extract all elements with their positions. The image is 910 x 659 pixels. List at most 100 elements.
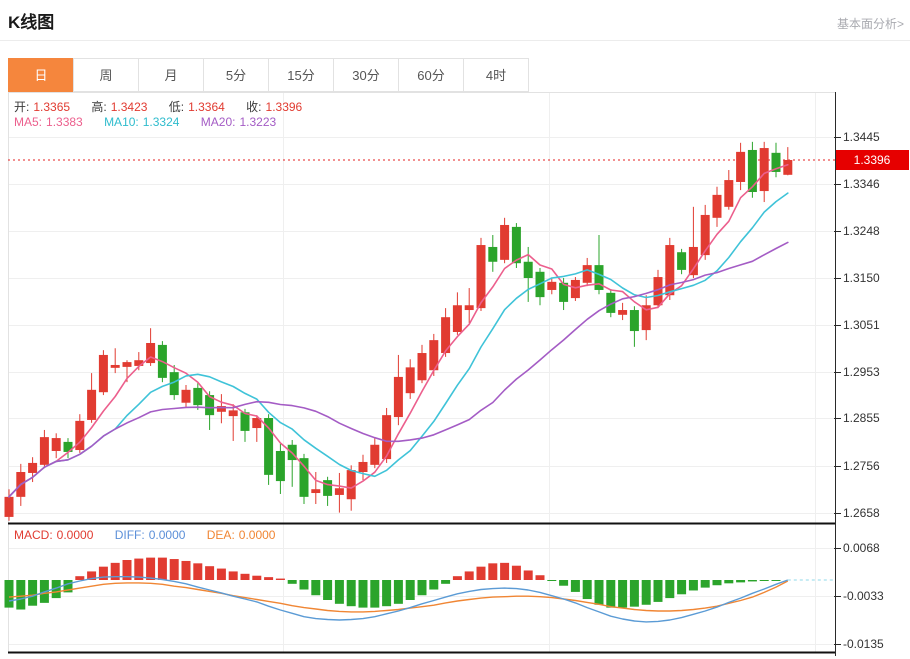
kline-chart-area[interactable]: 1.3445 1.3346 1.3248 1.3150 1.3051 1.2953 1.28… [0,92,910,659]
macd-bar [252,575,262,580]
candle [724,180,734,207]
header-divider [0,40,910,41]
macd-bar [464,571,474,580]
axis-labels: 1.3445 1.3346 1.3248 1.3150 1.3051 1.2953 1.28… [834,130,884,651]
macd-bar [500,562,510,580]
open-value: 1.3365 [33,100,71,114]
macd-bar [370,580,380,608]
axis-tick-label: 1.2658 [843,506,880,520]
macd-bar [677,580,687,595]
tab-15min[interactable]: 15分 [268,58,334,92]
tab-60min[interactable]: 60分 [398,58,464,92]
ma-readout: MA5: 1.3383 MA10: 1.3324 MA20: 1.3223 [14,115,280,129]
candle [606,292,616,313]
macd-bar [393,580,403,604]
macd-bar [441,580,451,584]
gridlines [8,92,835,652]
candle [736,151,746,182]
candle [122,362,132,367]
macd-bar [169,559,179,580]
macd-histogram [4,557,781,610]
macd-bar [110,562,120,580]
candle [511,226,521,264]
macd-bar [87,571,97,580]
candle [641,305,651,331]
candle [688,246,698,276]
macd-bar [629,580,639,607]
candle [441,317,451,354]
tab-week[interactable]: 周 [73,58,139,92]
candle [417,353,427,381]
candle [523,261,533,279]
tab-day[interactable]: 日 [8,58,74,92]
axis-tick-label: 1.2756 [843,459,880,473]
candle [358,461,368,473]
macd-bar [51,580,61,599]
axis-tick-label: 1.2953 [843,365,880,379]
macd-bar [358,580,368,608]
macd-bar [346,580,356,607]
macd-bar [287,580,297,584]
dea-line [8,580,789,613]
macd-bar [311,580,321,596]
candle [618,310,628,315]
macd-bar [181,560,191,580]
macd-bar [476,566,486,580]
candle [452,305,462,333]
macd-bar [417,580,427,596]
axis-tick-label: 1.3051 [843,318,880,332]
axis-tick-label: 1.2855 [843,411,880,425]
candle [334,488,344,495]
ma5-value: 1.3383 [46,115,83,129]
candle [169,372,179,396]
candle [146,342,156,364]
macd-bar [618,580,628,608]
candle [653,277,663,306]
macd-bar [736,580,746,583]
candle [712,194,722,218]
candle [346,470,356,500]
kline-chart-svg: 1.3445 1.3346 1.3248 1.3150 1.3051 1.2953 1.28… [4,92,909,656]
macd-bar [334,580,344,604]
candles-layer [4,141,793,521]
candle [181,389,191,403]
candle [4,496,14,517]
candle [771,152,781,172]
ma20-value: 1.3223 [239,115,277,129]
macd-bar [275,578,285,580]
macd-bar [771,580,781,581]
axis-tick-label: 1.3248 [843,224,880,238]
ma5-line [8,164,789,498]
candle [677,252,687,270]
ma10-label: MA10: [104,115,139,129]
axis-tick-label: 1.3445 [843,130,880,144]
macd-bar [299,580,309,590]
candle [665,245,675,296]
dea-label: DEA: [206,528,235,542]
ma10-line [8,192,789,498]
fundamental-analysis-link[interactable]: 基本面分析> [836,17,904,31]
macd-bar [594,580,604,605]
candle [759,148,769,192]
ma20-line [8,241,789,498]
macd-bar [122,559,132,580]
axis-tick-label: 0.0068 [843,541,880,555]
candle [370,444,380,465]
candle [405,367,415,394]
macd-bar [63,580,73,593]
tab-4hour[interactable]: 4时 [463,58,529,92]
macd-bar [134,558,144,580]
axis-tick-label: -0.0033 [843,589,884,603]
high-label: 高: [91,100,107,114]
tab-5min[interactable]: 5分 [203,58,269,92]
macd-bar [264,577,274,580]
macd-bar [193,563,203,580]
tab-month[interactable]: 月 [138,58,204,92]
macd-readout: MACD: 0.0000 DIFF: 0.0000 DEA: 0.0000 [14,528,279,542]
macd-bar [28,580,38,606]
tab-30min[interactable]: 30分 [333,58,399,92]
candle [275,450,285,482]
candle [28,462,38,473]
candle [193,387,203,406]
candle [87,389,97,420]
